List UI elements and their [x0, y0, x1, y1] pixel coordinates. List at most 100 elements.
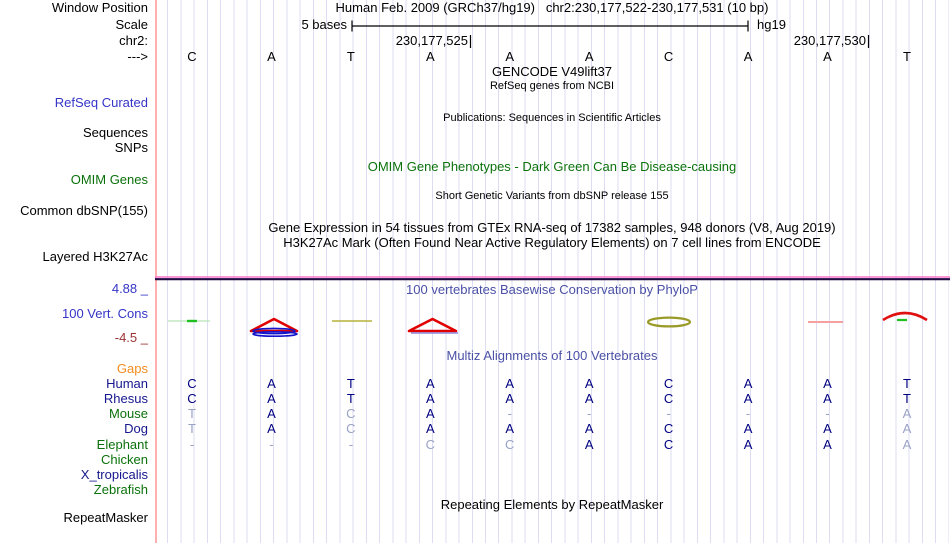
track-label-sequences[interactable]: Sequences — [82, 125, 148, 140]
alignment-base: A — [267, 421, 276, 437]
alignment-base: - — [189, 436, 195, 452]
alignment-base: A — [505, 391, 515, 407]
alignment-base: A — [823, 391, 832, 407]
alignment-base: A — [823, 376, 832, 392]
alignment-base: A — [505, 376, 515, 392]
track-title-refseq[interactable]: RefSeq genes from NCBI — [489, 80, 615, 92]
track-title-omim[interactable]: OMIM Gene Phenotypes - Dark Green Can Be… — [367, 159, 737, 174]
alignment-species-label-mouse[interactable]: Mouse — [108, 406, 148, 422]
sequence-base: A — [823, 49, 832, 64]
coordinate-left: 230,177,525 — [395, 33, 468, 48]
alignment-base: A — [425, 421, 435, 437]
alignment-base: - — [825, 406, 830, 422]
alignment-species-label-gaps[interactable]: Gaps — [116, 361, 148, 376]
alignment-base: C — [663, 391, 674, 407]
alignment-base: T — [902, 376, 911, 392]
alignment-base: - — [666, 406, 671, 422]
conservation-scale-max: 4.88 _ — [111, 281, 148, 296]
alignment-base: A — [267, 406, 276, 422]
alignment-base: A — [425, 376, 435, 392]
alignment-base: A — [743, 436, 753, 452]
alignment-base: C — [187, 391, 197, 407]
track-title-gtex[interactable]: Gene Expression in 54 tissues from GTEx … — [268, 220, 836, 235]
alignment-base: A — [425, 391, 435, 407]
track-label-refseq-curated[interactable]: RefSeq Curated — [54, 95, 148, 110]
track-label-snps[interactable]: SNPs — [114, 140, 148, 155]
assembly-name: hg19 — [757, 17, 786, 32]
alignment-species-label-elephant[interactable]: Elephant — [96, 436, 148, 452]
track-title-conservation[interactable]: 100 vertebrates Basewise Conservation by… — [406, 282, 698, 297]
sequence-base: C — [187, 49, 197, 64]
alignment-base: A — [425, 406, 435, 422]
alignment-base: C — [346, 406, 356, 422]
grid-lines — [155, 0, 949, 543]
alignment-base: A — [743, 421, 753, 437]
coordinate-right: 230,177,530 — [793, 33, 866, 48]
alignment-species-label-x_tropicalis[interactable]: X_tropicalis — [80, 466, 148, 482]
alignment-base: A — [823, 436, 832, 452]
track-title-publications[interactable]: Publications: Sequences in Scientific Ar… — [443, 112, 661, 124]
alignment-base: T — [346, 391, 355, 407]
track-label-omim-genes[interactable]: OMIM Genes — [70, 172, 148, 187]
chromosome-label: chr2: — [119, 33, 148, 48]
sequence-base: C — [663, 49, 674, 64]
alignment-base: A — [584, 421, 594, 437]
sequence-base: A — [505, 49, 515, 64]
alignment-base: - — [745, 406, 751, 422]
track-title-gencode[interactable]: GENCODE V49lift37 — [492, 64, 612, 79]
track-title-repeatmasker[interactable]: Repeating Elements by RepeatMasker — [440, 497, 664, 512]
alignment-base: A — [743, 391, 753, 407]
alignment-base: - — [269, 436, 274, 452]
alignment-base: - — [348, 436, 354, 452]
alignment-base: C — [425, 436, 435, 452]
alignment-base: A — [743, 376, 753, 392]
track-title-h3k27ac[interactable]: H3K27Ac Mark (Often Found Near Active Re… — [283, 235, 821, 250]
sequence-base: T — [902, 49, 911, 64]
sequence-base: A — [584, 49, 594, 64]
alignment-species-label-chicken[interactable]: Chicken — [101, 451, 148, 467]
track-title-multiz[interactable]: Multiz Alignments of 100 Vertebrates — [446, 348, 658, 363]
alignment-base: A — [823, 421, 832, 437]
conservation-scale-min: -4.5 _ — [114, 330, 148, 345]
alignment-base: A — [902, 421, 912, 437]
alignment-base: A — [584, 376, 594, 392]
sequence-base: A — [267, 49, 276, 64]
alignment-base: C — [505, 436, 515, 452]
track-label-100-vert-cons[interactable]: 100 Vert. Cons — [62, 306, 148, 321]
sequence-base: A — [743, 49, 753, 64]
strand-arrow[interactable]: ---> — [127, 49, 148, 64]
alignment-species-label-human[interactable]: Human — [106, 376, 148, 392]
alignment-base: A — [505, 421, 515, 437]
alignment-base: T — [188, 421, 196, 437]
alignment-base: A — [902, 436, 912, 452]
alignment-base: C — [187, 376, 197, 392]
alignment-base: A — [584, 391, 594, 407]
scale-value: 5 bases — [301, 17, 347, 32]
alignment-base: A — [902, 406, 912, 422]
alignment-base: C — [663, 436, 674, 452]
position-title: Human Feb. 2009 (GRCh37/hg19) chr2:230,1… — [335, 0, 769, 15]
window-position-label: Window Position — [51, 0, 148, 15]
alignment-base: - — [507, 406, 512, 422]
alignment-base: A — [584, 436, 594, 452]
track-title-dbsnp[interactable]: Short Genetic Variants from dbSNP releas… — [435, 190, 669, 202]
alignment-base: - — [587, 406, 592, 422]
track-left-boundary — [155, 0, 157, 543]
track-label-repeatmasker[interactable]: RepeatMasker — [63, 510, 148, 525]
alignment-base: A — [267, 391, 276, 407]
alignment-base: C — [663, 421, 674, 437]
alignment-species-label-rhesus[interactable]: Rhesus — [103, 391, 148, 407]
alignment-base: C — [663, 376, 674, 392]
track-label-layered-h3k27ac[interactable]: Layered H3K27Ac — [42, 249, 148, 264]
sequence-base: A — [425, 49, 435, 64]
alignment-base: T — [346, 376, 355, 392]
alignment-species-label-zebrafish[interactable]: Zebrafish — [93, 481, 148, 497]
alignment-base: T — [188, 406, 196, 422]
alignment-base: C — [346, 421, 356, 437]
alignment-base: T — [902, 391, 911, 407]
sequence-base: T — [346, 49, 355, 64]
alignment-species-label-dog[interactable]: Dog — [124, 421, 148, 437]
alignment-base: A — [267, 376, 276, 392]
track-label-common-dbsnp[interactable]: Common dbSNP(155) — [20, 203, 148, 218]
